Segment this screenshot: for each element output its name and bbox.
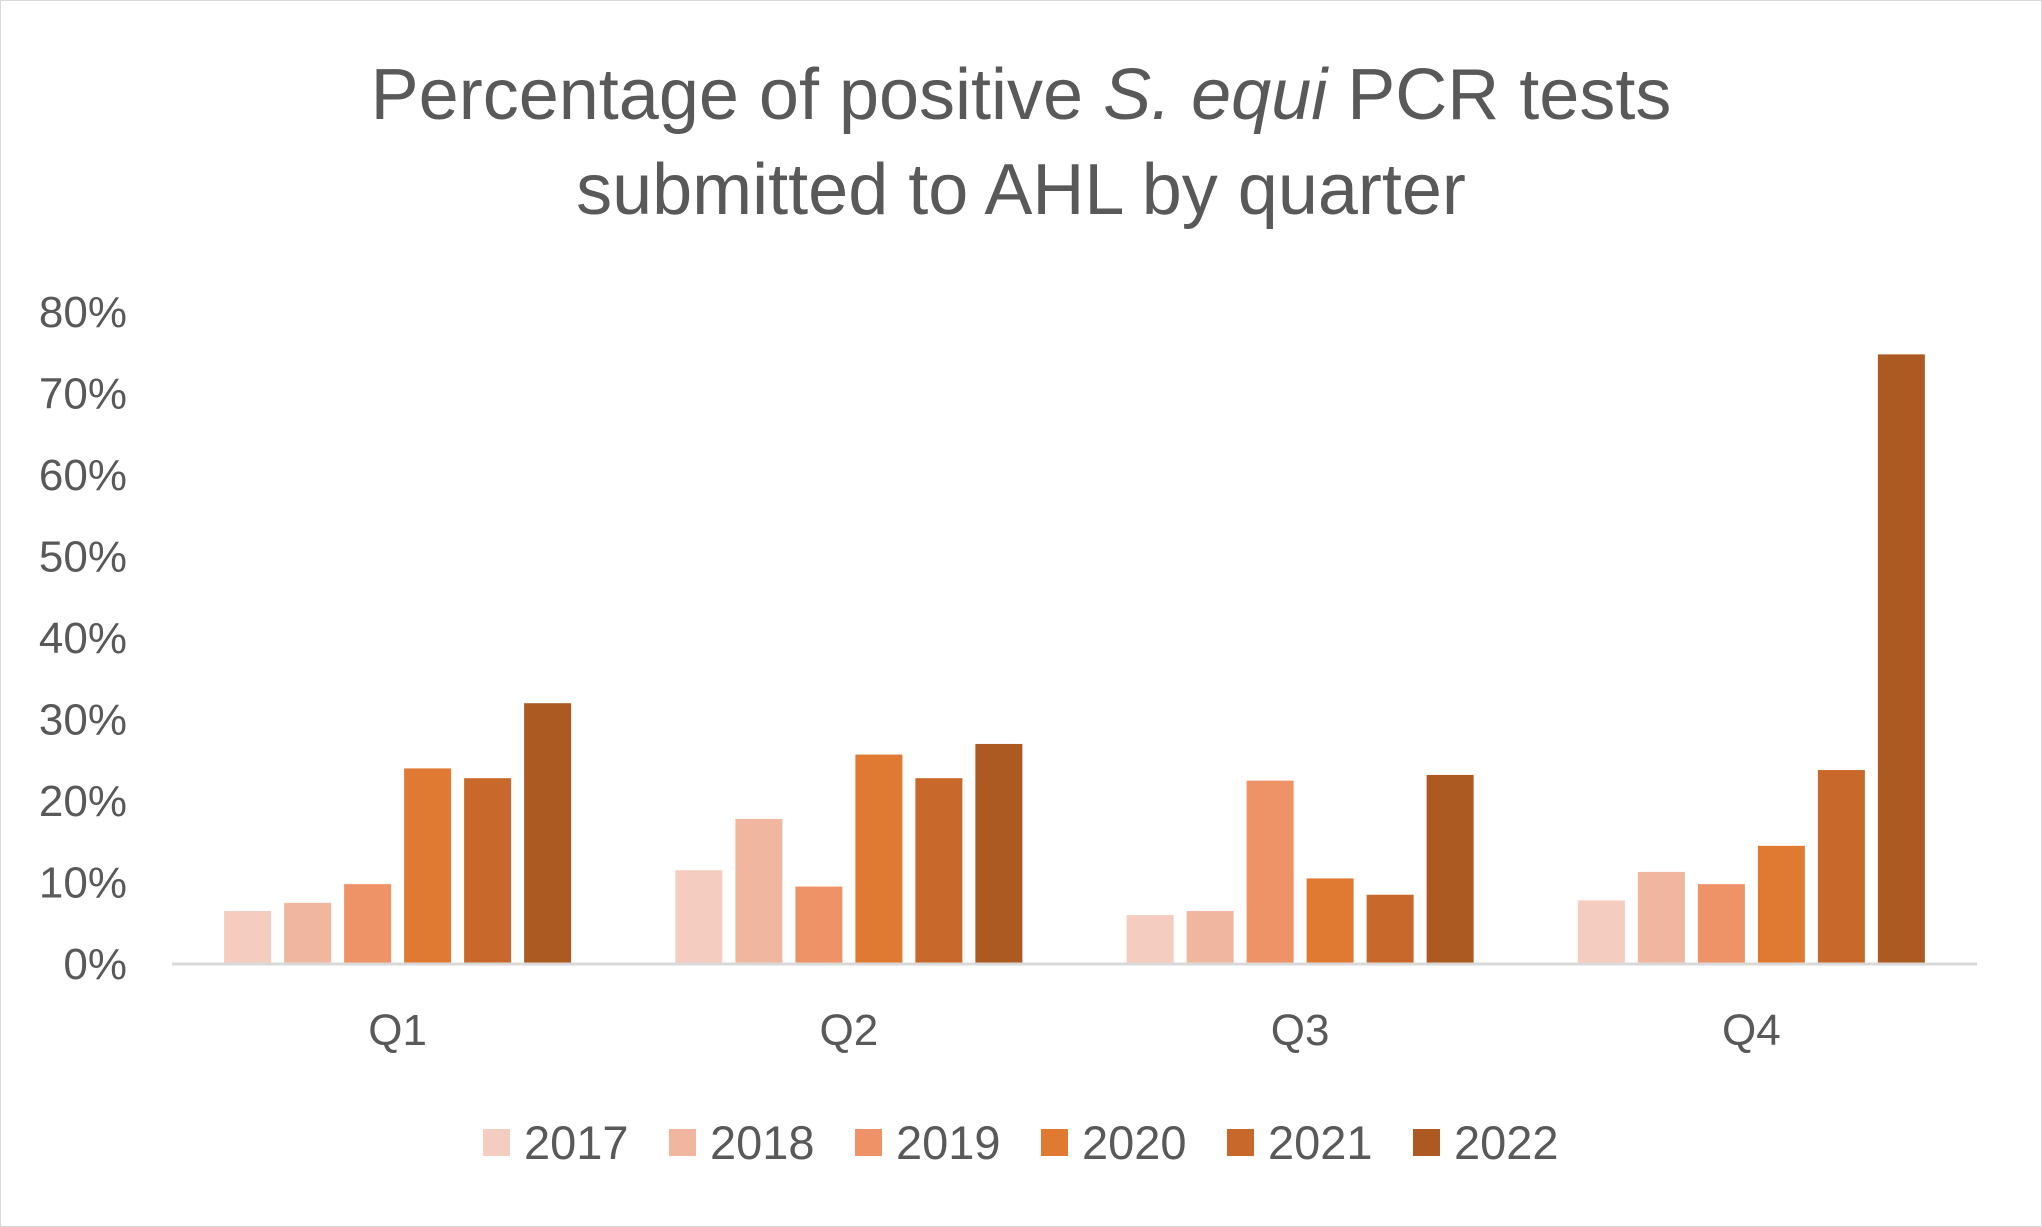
legend-item-2018: 2018 — [669, 1116, 815, 1169]
x-tick-label: Q2 — [820, 1006, 879, 1055]
legend-swatch — [1227, 1129, 1254, 1156]
legend-label: 2017 — [524, 1116, 629, 1169]
bar-2017-q2 — [675, 870, 723, 964]
legend: 2017 2018 2019 2020 2021 2022 — [483, 1116, 1559, 1169]
bar-2019-q3 — [1246, 780, 1294, 964]
bar-2020-q1 — [404, 768, 452, 964]
chart-title-line-1: Percentage of positive S. equi PCR tests — [371, 55, 1672, 135]
legend-item-2021: 2021 — [1227, 1116, 1373, 1169]
y-tick-label: 30% — [39, 696, 127, 745]
bar-2020-q4 — [1757, 845, 1805, 964]
legend-item-2017: 2017 — [483, 1116, 629, 1169]
bar-2021-q4 — [1817, 770, 1865, 964]
bar-2018-q1 — [284, 902, 332, 964]
bar-2019-q1 — [344, 884, 392, 964]
y-tick-label: 40% — [39, 614, 127, 663]
x-tick-label: Q3 — [1271, 1006, 1330, 1055]
bar-2022-q2 — [975, 743, 1023, 964]
bar-2017-q4 — [1577, 900, 1625, 964]
legend-item-2020: 2020 — [1041, 1116, 1187, 1169]
plot-bars — [224, 354, 1925, 964]
legend-swatch — [483, 1129, 510, 1156]
legend-label: 2021 — [1268, 1116, 1373, 1169]
bar-2021-q2 — [915, 778, 963, 964]
bar-2022-q1 — [524, 703, 572, 964]
bar-2017-q3 — [1126, 915, 1174, 964]
bar-2018-q2 — [735, 818, 783, 964]
bar-2018-q4 — [1637, 871, 1685, 964]
chart-title-italic: S. equi — [1103, 55, 1329, 135]
x-tick-label: Q4 — [1722, 1006, 1781, 1055]
y-tick-label: 20% — [39, 777, 127, 826]
bar-2018-q3 — [1186, 911, 1234, 964]
y-axis: 0% 10% 20% 30% 40% 50% 60% 70% 80% — [39, 288, 127, 989]
bar-2019-q2 — [795, 886, 843, 964]
bar-2021-q3 — [1366, 894, 1414, 964]
bar-2022-q3 — [1426, 774, 1474, 964]
x-tick-label: Q1 — [368, 1006, 427, 1055]
legend-swatch — [1041, 1129, 1068, 1156]
legend-item-2022: 2022 — [1413, 1116, 1559, 1169]
bar-2020-q2 — [855, 754, 903, 964]
legend-label: 2019 — [896, 1116, 1001, 1169]
y-tick-label: 0% — [63, 940, 127, 989]
bar-2021-q1 — [464, 778, 512, 964]
legend-swatch — [1413, 1129, 1440, 1156]
y-tick-label: 50% — [39, 533, 127, 582]
bar-2017-q1 — [224, 911, 272, 964]
bar-2022-q4 — [1877, 354, 1925, 964]
legend-item-2019: 2019 — [855, 1116, 1001, 1169]
legend-swatch — [855, 1129, 882, 1156]
legend-label: 2020 — [1082, 1116, 1187, 1169]
legend-label: 2022 — [1454, 1116, 1559, 1169]
chart-title-part-1: Percentage of positive — [371, 55, 1103, 135]
chart-title-line-2: submitted to AHL by quarter — [576, 150, 1466, 230]
y-tick-label: 60% — [39, 451, 127, 500]
legend-label: 2018 — [710, 1116, 815, 1169]
bar-2019-q4 — [1697, 884, 1745, 964]
legend-swatch — [669, 1129, 696, 1156]
y-tick-label: 70% — [39, 370, 127, 419]
x-axis: Q1 Q2 Q3 Q4 — [368, 1006, 1780, 1055]
y-tick-label: 10% — [39, 859, 127, 908]
y-tick-label: 80% — [39, 288, 127, 337]
chart-title-part-3: PCR tests — [1327, 55, 1671, 135]
bar-2020-q3 — [1306, 878, 1354, 964]
